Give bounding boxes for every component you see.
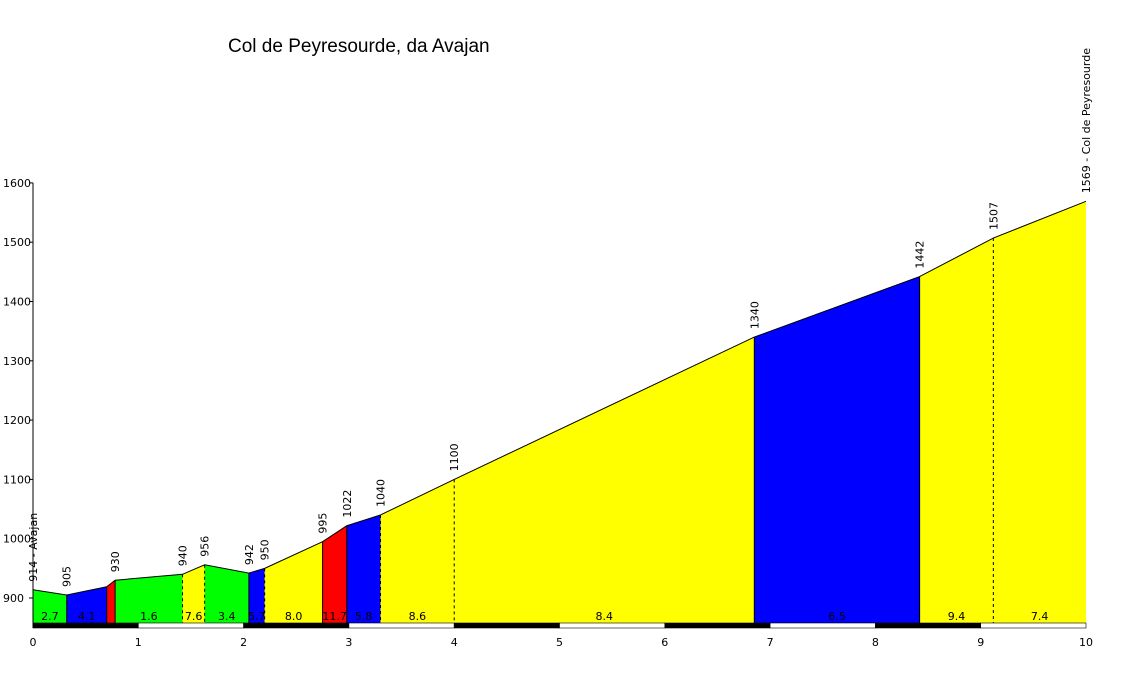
gradient-label: 7.4: [1031, 610, 1049, 623]
x-tick-label: 7: [767, 636, 774, 649]
y-tick-label: 1300: [3, 355, 31, 368]
gradient-label: 5.8: [355, 610, 373, 623]
profile-segment: [106, 580, 116, 623]
x-axis: 0 1 2 3 4 5 6 7 8 9 10: [30, 636, 1094, 649]
profile-segment: [919, 238, 994, 623]
gradient-label: 8.4: [596, 610, 614, 623]
x-tick-label: 5: [556, 636, 563, 649]
distance-bar-block: [32, 622, 139, 629]
y-tick-label: 1400: [3, 296, 31, 309]
gradient-label: 6.5: [828, 610, 846, 623]
profile-segment: [346, 514, 381, 623]
distance-bar-block: [559, 622, 666, 629]
gradient-labels: 2.7 4.1 1.6 7.6 3.4 5.7 8.0 11.7 5.8 8.6 8.4 6.5 9.4…: [41, 610, 1048, 623]
x-tick-label: 0: [30, 636, 37, 649]
profile-segment: [380, 479, 455, 623]
altitude-label: 950: [259, 539, 272, 560]
altitude-label: 1022: [341, 490, 354, 518]
gradient-label: 3.4: [218, 610, 236, 623]
distance-bar: [32, 622, 1087, 629]
x-tick-label: 6: [661, 636, 668, 649]
gradient-label: 1.6: [140, 610, 158, 623]
x-tick-label: 9: [977, 636, 984, 649]
x-tick-label: 8: [872, 636, 879, 649]
altitude-label: 930: [109, 551, 122, 572]
altitude-label: 1040: [374, 479, 387, 507]
y-tick-label: 1200: [3, 414, 31, 427]
altitude-label: 940: [177, 545, 190, 566]
distance-bar-block: [664, 622, 771, 629]
chart-title: Col de Peyresourde, da Avajan: [228, 36, 490, 57]
x-tick-label: 2: [240, 636, 247, 649]
x-tick-label: 3: [345, 636, 352, 649]
altitude-label: 905: [61, 566, 74, 587]
altitude-label: 942: [243, 544, 256, 565]
distance-bar-block: [453, 622, 560, 629]
profile-line: [32, 200, 1087, 596]
profile-segment: [993, 201, 1086, 623]
altitude-label: 956: [199, 536, 212, 557]
distance-bar-block: [875, 622, 982, 629]
altitude-label: 995: [317, 513, 330, 534]
y-axis: 900 1000 1100 1200 1300 1400 1500 1600: [3, 177, 34, 628]
profile-segments: [33, 201, 1086, 623]
dashed-markers: [182, 238, 994, 623]
y-tick-label: 1600: [3, 177, 31, 190]
distance-bar-block: [769, 622, 876, 629]
profile-segment: [115, 574, 183, 623]
profile-segment: [248, 568, 265, 623]
y-tick-label: 900: [3, 592, 24, 605]
x-tick-label: 1: [135, 636, 142, 649]
gradient-label: 8.6: [409, 610, 427, 623]
gradient-label: 11.7: [322, 610, 347, 623]
y-tick-label: 1500: [3, 236, 31, 249]
altitude-label: 1507: [987, 202, 1000, 230]
profile-segment: [754, 276, 920, 623]
distance-bar-block: [138, 622, 244, 629]
gradient-label: 4.1: [78, 610, 96, 623]
profile-outline: [32, 200, 1087, 623]
y-tick-label: 1000: [3, 533, 31, 546]
profile-segment: [322, 525, 347, 623]
gradient-label: 8.0: [285, 610, 303, 623]
gradient-label: 9.4: [948, 610, 966, 623]
altitude-label: 1442: [914, 241, 927, 269]
gradient-label: 5.7: [248, 610, 266, 623]
profile-segment: [182, 564, 205, 623]
altitude-label: 1100: [448, 443, 461, 471]
gradient-label: 2.7: [41, 610, 59, 623]
profile-segment: [454, 337, 755, 623]
y-tick-label: 1100: [3, 473, 31, 486]
altitude-label: 1340: [748, 301, 761, 329]
profile-segment: [33, 589, 67, 623]
distance-bar-block: [348, 622, 455, 629]
profile-segment: [204, 564, 249, 623]
distance-bar-block: [980, 622, 1087, 629]
altitude-labels: 914 - Avajan 905 930 940 956 942 950 995 1022 104…: [27, 48, 1093, 587]
gradient-label: 7.6: [185, 610, 203, 623]
distance-bar-block: [243, 622, 350, 629]
altitude-label: 914 - Avajan: [27, 513, 40, 582]
x-tick-label: 4: [451, 636, 458, 649]
altitude-label: 1569 - Col de Peyresourde: [1080, 48, 1093, 193]
profile-segment: [66, 586, 107, 623]
x-tick-label: 10: [1079, 636, 1093, 649]
